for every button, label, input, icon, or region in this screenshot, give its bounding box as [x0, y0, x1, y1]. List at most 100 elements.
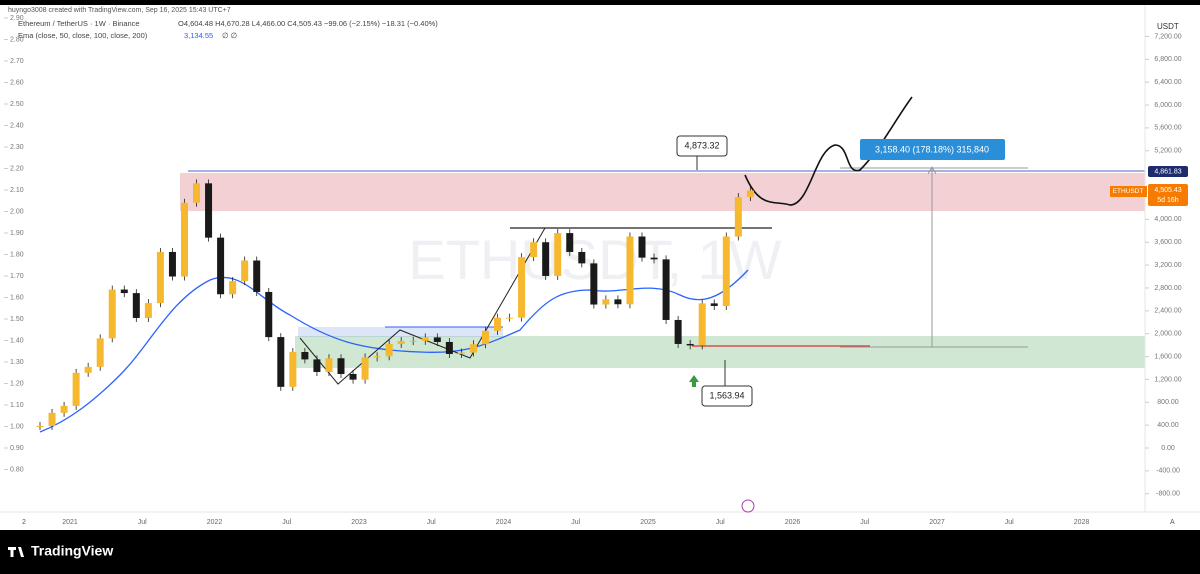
- left-tick-label: 2.70: [10, 58, 24, 65]
- candle: [469, 344, 477, 353]
- candle: [60, 405, 68, 413]
- price-tick-label: 1,600.00: [1154, 353, 1181, 360]
- time-label: Jul: [571, 519, 580, 526]
- candle: [229, 281, 237, 295]
- left-tick-label: 2.60: [10, 79, 24, 86]
- left-tick-label: 0.80: [10, 466, 24, 473]
- candle: [602, 299, 610, 305]
- price-tick-label: 400.00: [1157, 422, 1179, 429]
- left-tick-label: 1.50: [10, 316, 24, 323]
- left-tick-label: 1.00: [10, 423, 24, 430]
- candle: [108, 289, 116, 339]
- candle: [361, 357, 369, 380]
- candle: [277, 337, 285, 387]
- lightning-icon[interactable]: [741, 499, 755, 513]
- price-tick-label: 1,200.00: [1154, 376, 1181, 383]
- range-box: [298, 327, 503, 337]
- candle: [457, 352, 465, 354]
- candle: [542, 242, 550, 276]
- measure-label-box: [860, 139, 1005, 160]
- time-label: Jul: [1005, 519, 1014, 526]
- trend-drawing: [299, 227, 546, 385]
- candle: [734, 197, 742, 237]
- candle: [132, 293, 140, 318]
- price-tick-label: 6,800.00: [1154, 56, 1181, 63]
- candle: [193, 183, 201, 203]
- candle: [120, 289, 128, 294]
- candle: [337, 358, 345, 374]
- candle: [421, 337, 429, 341]
- low-callout: 1,563.94: [709, 390, 744, 400]
- high-callout-box: [676, 135, 728, 157]
- currency: USDT: [1157, 22, 1179, 31]
- left-tick-label: 2.40: [10, 122, 24, 129]
- candle: [313, 359, 321, 372]
- chart-area: [0, 5, 1200, 530]
- candle: [325, 358, 333, 372]
- left-tick-label: 0.90: [10, 445, 24, 452]
- price-tick-label: 3,600.00: [1154, 239, 1181, 246]
- time-label: Jul: [282, 519, 291, 526]
- candle: [265, 291, 273, 338]
- last-price-box: [1148, 184, 1188, 206]
- candle: [84, 366, 92, 373]
- ema-line: [39, 269, 749, 433]
- left-tick-label: 1.80: [10, 251, 24, 258]
- candle: [48, 412, 56, 426]
- candle: [530, 242, 538, 258]
- candle: [168, 251, 176, 277]
- time-label: 2028: [1074, 519, 1090, 526]
- left-tick-label: 1.10: [10, 402, 24, 409]
- candle: [614, 299, 622, 305]
- symbol-tag-box: [1110, 186, 1147, 197]
- candle: [494, 317, 502, 331]
- price-tick-label: -800.00: [1156, 491, 1180, 498]
- candle: [746, 190, 754, 198]
- candle: [481, 330, 489, 345]
- time-label: 2027: [929, 519, 945, 526]
- symbol-tag: ETHUSDT: [1113, 188, 1144, 195]
- price-tick-label: 4,000.00: [1154, 216, 1181, 223]
- ema-rest: ∅ ∅: [222, 31, 238, 40]
- candle: [554, 233, 562, 276]
- candle: [72, 372, 80, 406]
- candle: [445, 341, 453, 354]
- candle: [710, 303, 718, 306]
- low-callout-box: [701, 385, 753, 407]
- left-tick-label: 1.40: [10, 337, 24, 344]
- resistance-price: 4,861.83: [1154, 168, 1181, 175]
- candle: [433, 337, 441, 342]
- left-tick-label: 1.60: [10, 294, 24, 301]
- price-tick-label: 3,200.00: [1154, 262, 1181, 269]
- price-tick-label: 6,400.00: [1154, 79, 1181, 86]
- left-tick-label: 2.10: [10, 187, 24, 194]
- left-tick-label: 2.50: [10, 101, 24, 108]
- candle: [96, 338, 104, 367]
- time-label: 2025: [640, 519, 656, 526]
- candle: [722, 236, 730, 306]
- time-label: 2026: [785, 519, 801, 526]
- corner-right: A: [1170, 519, 1175, 526]
- ohlc: O4,604.48 H4,670.28 L4,466.00 C4,505.43 …: [178, 19, 438, 28]
- price-tick-label: 7,200.00: [1154, 33, 1181, 40]
- left-tick-label: 2.90: [10, 15, 24, 22]
- time-label: Jul: [138, 519, 147, 526]
- left-tick-label: 2.80: [10, 36, 24, 43]
- measure-arrow: [927, 165, 937, 175]
- candle: [253, 260, 261, 292]
- candle: [686, 343, 694, 346]
- candle: [385, 343, 393, 357]
- last-price: 4,505.43: [1154, 187, 1181, 194]
- price-tick-label: 0.00: [1161, 445, 1175, 452]
- candle: [180, 202, 188, 277]
- candle: [674, 319, 682, 344]
- left-tick-label: 1.90: [10, 230, 24, 237]
- time-label: Jul: [860, 519, 869, 526]
- time-label: Jul: [427, 519, 436, 526]
- buy-arrow: [689, 375, 699, 387]
- price-tick-label: 5,200.00: [1154, 148, 1181, 155]
- candle: [506, 317, 514, 319]
- candle: [349, 373, 357, 380]
- resistance-zone: [180, 173, 1145, 211]
- left-tick-label: 2.30: [10, 144, 24, 151]
